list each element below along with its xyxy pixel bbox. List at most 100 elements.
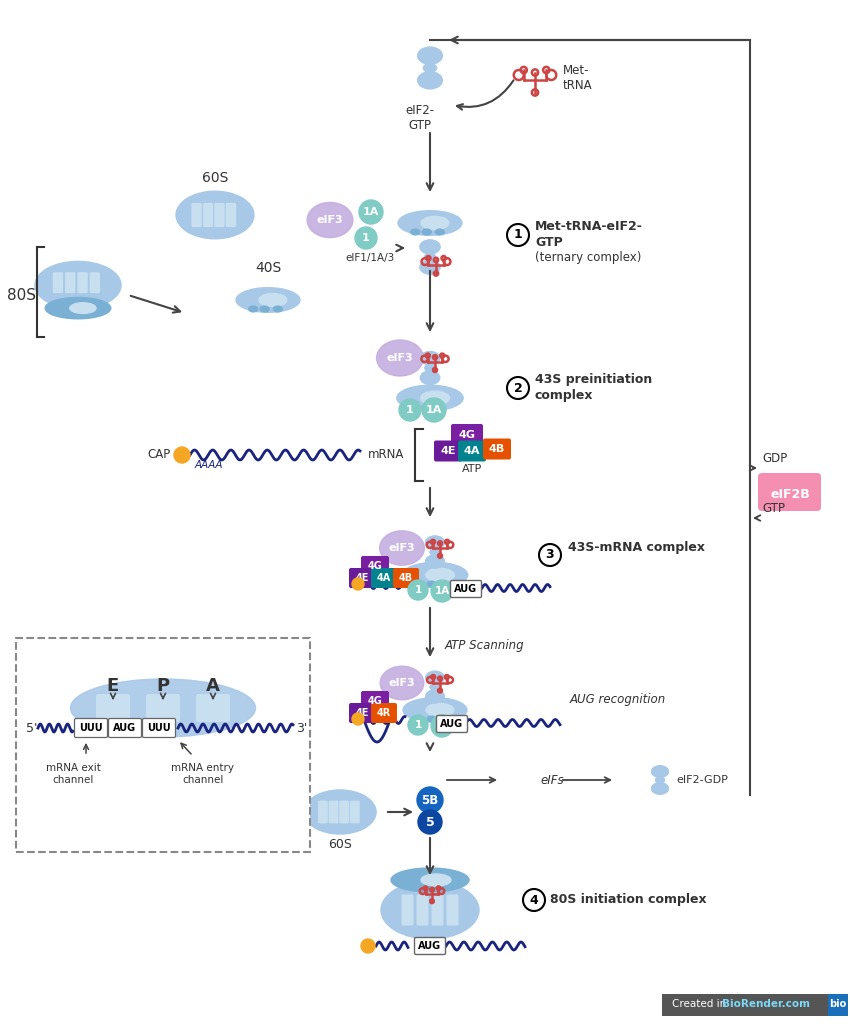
FancyBboxPatch shape: [75, 719, 107, 737]
Ellipse shape: [416, 582, 424, 587]
Ellipse shape: [420, 371, 439, 384]
Text: 1: 1: [414, 720, 422, 730]
Ellipse shape: [417, 47, 442, 65]
Text: 1: 1: [414, 585, 422, 595]
Ellipse shape: [424, 254, 435, 260]
FancyBboxPatch shape: [361, 691, 389, 711]
Text: Met-
tRNA: Met- tRNA: [563, 63, 592, 92]
Ellipse shape: [428, 716, 436, 722]
FancyBboxPatch shape: [65, 272, 76, 293]
Text: eIFs: eIFs: [540, 773, 564, 786]
FancyBboxPatch shape: [329, 801, 338, 823]
Ellipse shape: [381, 881, 479, 939]
Text: 4R: 4R: [377, 708, 391, 718]
Text: 1: 1: [406, 406, 414, 415]
Ellipse shape: [420, 260, 440, 274]
FancyBboxPatch shape: [146, 694, 180, 722]
FancyBboxPatch shape: [339, 801, 349, 823]
Text: AUG: AUG: [440, 719, 463, 729]
Ellipse shape: [425, 365, 435, 372]
Text: BioRender.com: BioRender.com: [722, 999, 810, 1009]
Text: GTP: GTP: [535, 237, 563, 250]
Text: complex: complex: [535, 389, 593, 402]
Ellipse shape: [391, 868, 469, 892]
FancyBboxPatch shape: [16, 638, 310, 852]
Ellipse shape: [260, 306, 269, 312]
Ellipse shape: [426, 690, 445, 702]
Text: eIF2B: eIF2B: [770, 488, 810, 502]
Ellipse shape: [430, 684, 440, 690]
Circle shape: [352, 578, 364, 590]
Text: P: P: [156, 677, 169, 695]
FancyBboxPatch shape: [203, 203, 213, 227]
Ellipse shape: [403, 697, 467, 722]
FancyBboxPatch shape: [828, 994, 848, 1016]
Text: 80S: 80S: [8, 288, 37, 302]
Text: 1A: 1A: [434, 721, 450, 731]
FancyBboxPatch shape: [361, 556, 389, 575]
Text: Met-tRNA-eIF2-: Met-tRNA-eIF2-: [535, 220, 643, 233]
Text: 4E: 4E: [355, 708, 369, 718]
Ellipse shape: [35, 261, 121, 309]
FancyBboxPatch shape: [191, 203, 201, 227]
Text: eIF3: eIF3: [388, 543, 416, 553]
Ellipse shape: [411, 229, 420, 234]
FancyBboxPatch shape: [415, 938, 445, 954]
Text: Created in: Created in: [672, 999, 729, 1009]
Circle shape: [352, 713, 364, 725]
Ellipse shape: [380, 667, 424, 699]
Ellipse shape: [652, 766, 668, 777]
Text: 1: 1: [513, 228, 523, 242]
Text: 1: 1: [362, 233, 370, 243]
Text: eIF3: eIF3: [388, 678, 416, 688]
Ellipse shape: [420, 240, 440, 254]
Ellipse shape: [304, 790, 376, 834]
Text: mRNA entry
channel: mRNA entry channel: [172, 763, 235, 784]
FancyBboxPatch shape: [434, 440, 462, 462]
Circle shape: [361, 939, 375, 953]
Text: CAP: CAP: [148, 449, 171, 462]
Ellipse shape: [176, 191, 254, 239]
FancyBboxPatch shape: [758, 473, 821, 511]
FancyBboxPatch shape: [662, 994, 830, 1016]
Text: 5B: 5B: [422, 794, 439, 807]
FancyBboxPatch shape: [446, 895, 458, 926]
Ellipse shape: [410, 404, 419, 411]
Text: 1A: 1A: [426, 406, 442, 415]
Text: 4B: 4B: [489, 444, 505, 454]
Ellipse shape: [422, 229, 431, 234]
Circle shape: [359, 200, 383, 224]
FancyBboxPatch shape: [350, 801, 360, 823]
Text: eIF3: eIF3: [317, 215, 343, 225]
FancyBboxPatch shape: [416, 895, 428, 926]
FancyBboxPatch shape: [483, 438, 511, 460]
FancyBboxPatch shape: [393, 568, 419, 588]
Text: E: E: [107, 677, 119, 695]
Text: 1A: 1A: [363, 207, 379, 217]
Text: 4: 4: [530, 894, 538, 906]
Ellipse shape: [402, 562, 468, 588]
Circle shape: [422, 398, 446, 422]
Ellipse shape: [426, 555, 445, 568]
FancyBboxPatch shape: [450, 581, 481, 597]
Ellipse shape: [422, 404, 431, 411]
Ellipse shape: [274, 306, 282, 312]
Text: 5': 5': [26, 722, 37, 734]
Circle shape: [418, 810, 442, 834]
Ellipse shape: [440, 582, 450, 587]
FancyBboxPatch shape: [371, 703, 397, 723]
FancyBboxPatch shape: [451, 424, 483, 446]
FancyBboxPatch shape: [109, 719, 141, 737]
Text: 4G: 4G: [367, 561, 382, 571]
FancyBboxPatch shape: [143, 719, 175, 737]
Ellipse shape: [430, 549, 440, 555]
FancyBboxPatch shape: [89, 272, 100, 293]
Ellipse shape: [307, 203, 353, 238]
Text: 4G: 4G: [367, 696, 382, 706]
Circle shape: [523, 889, 545, 911]
Ellipse shape: [416, 716, 425, 722]
Ellipse shape: [417, 72, 442, 89]
FancyBboxPatch shape: [226, 203, 236, 227]
Ellipse shape: [423, 63, 437, 73]
Ellipse shape: [426, 536, 445, 549]
